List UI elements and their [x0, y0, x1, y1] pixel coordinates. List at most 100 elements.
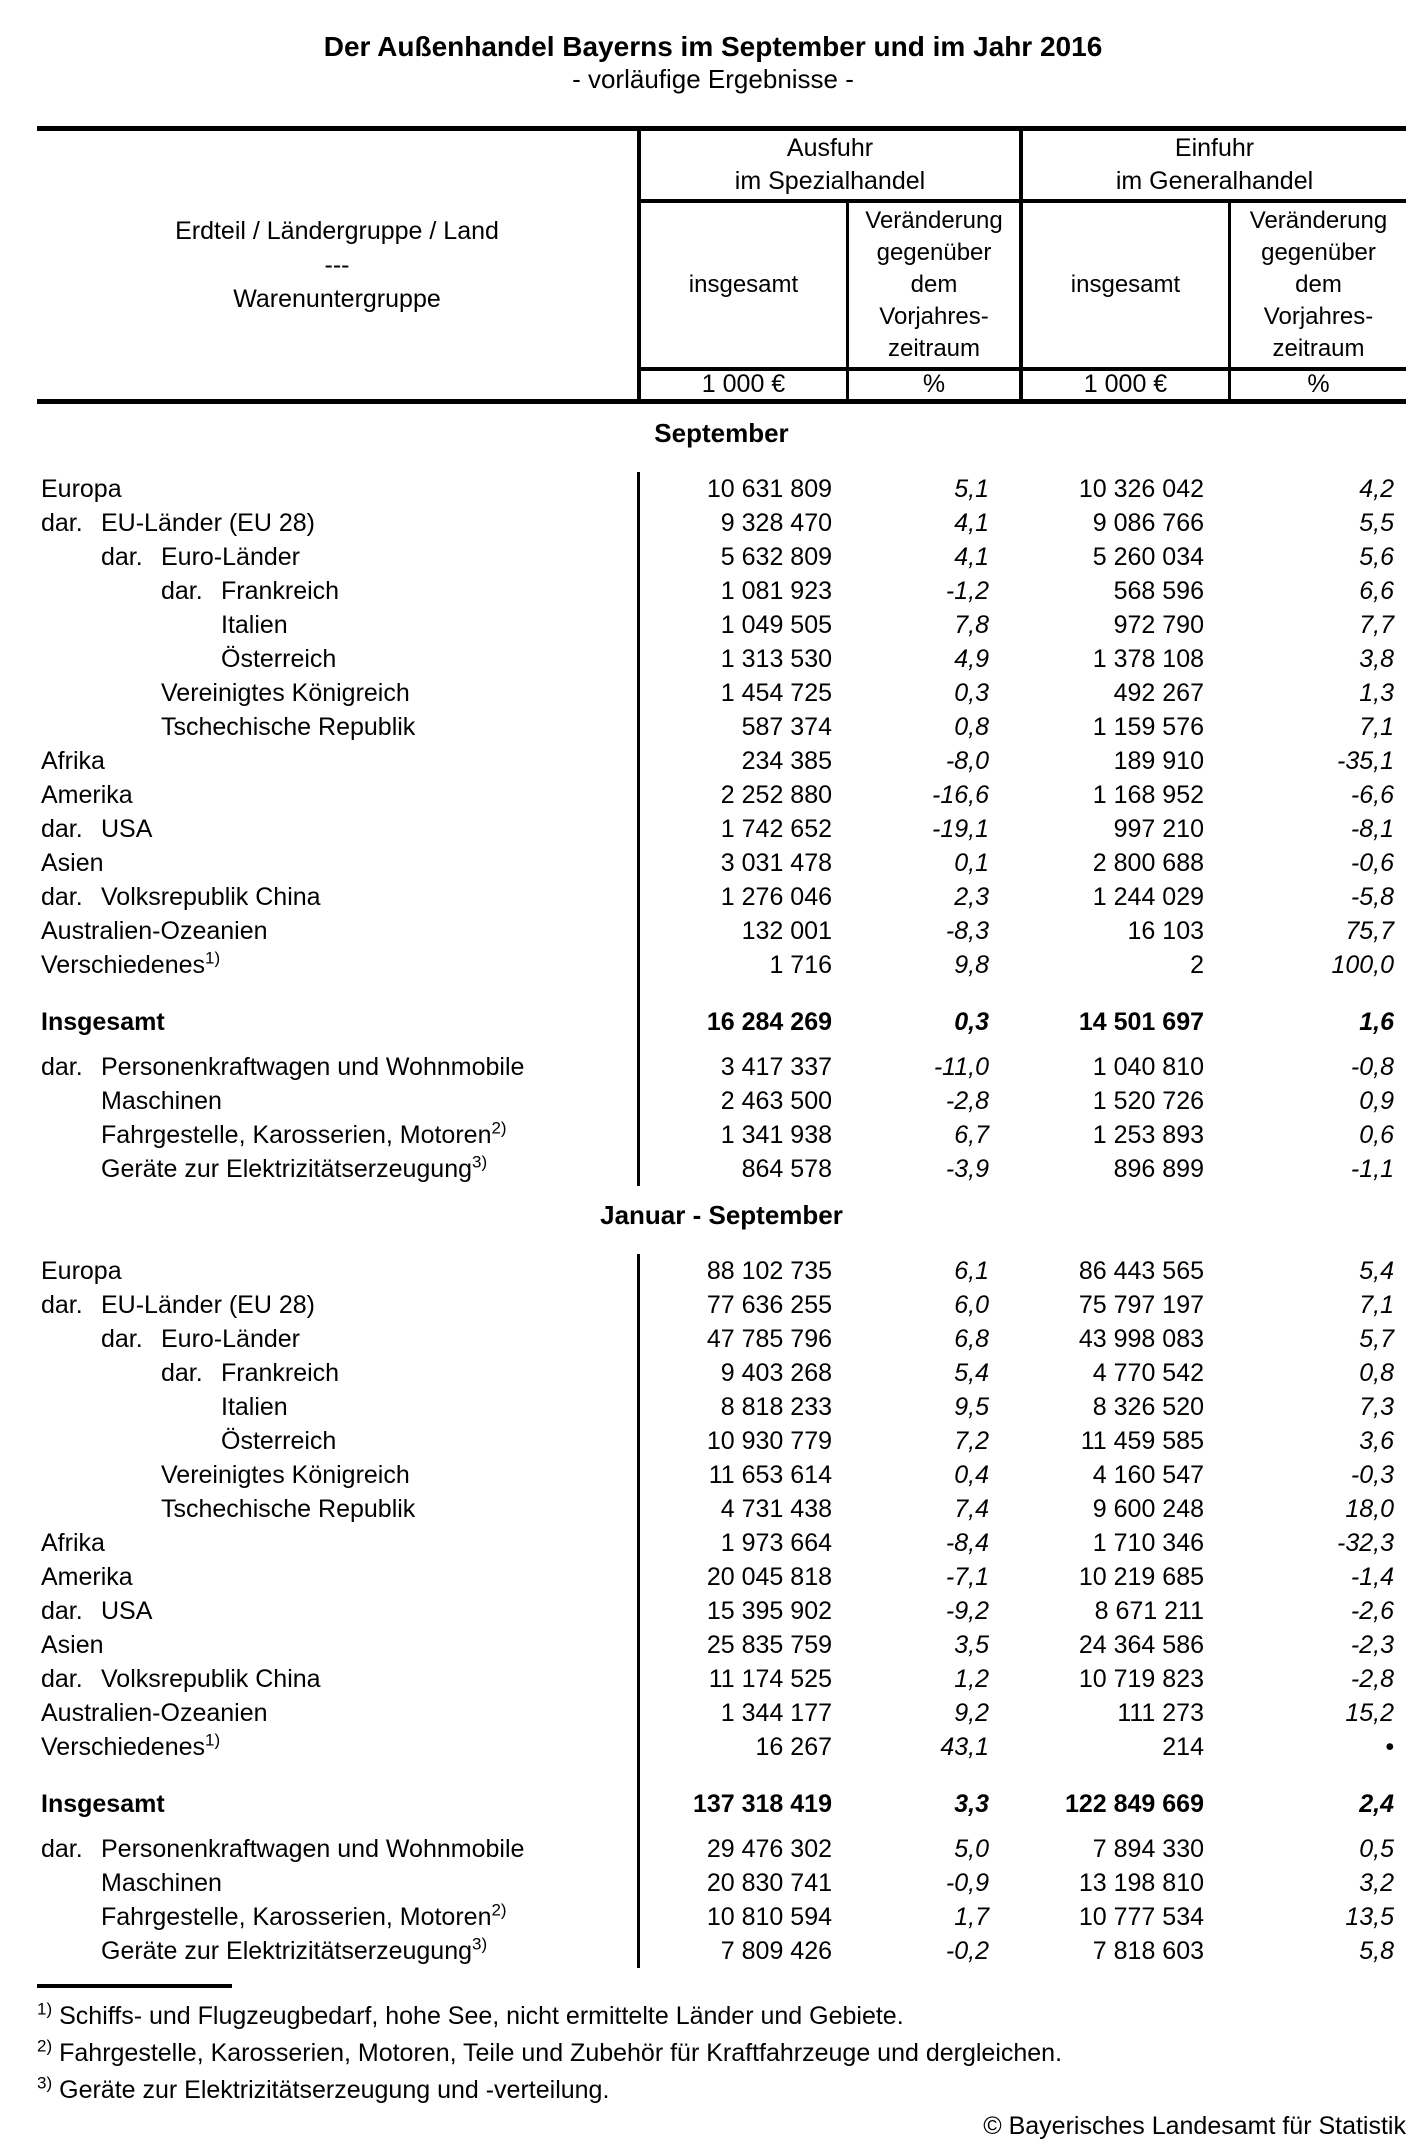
- value-cell: 896 899: [1113, 1155, 1204, 1183]
- table-row: Italien 1 049 505 7,8 972 790 7,7: [37, 608, 1406, 642]
- value-cell: 10 631 809: [706, 475, 832, 503]
- value-cell: 1 244 029: [1092, 883, 1204, 911]
- row-spacer: [37, 1821, 1406, 1832]
- change-line: dem: [910, 271, 958, 298]
- row-label-text: Amerika: [41, 781, 133, 809]
- table-row: dar. USA 1 742 652 -19,1 997 210 -8,1: [37, 812, 1406, 846]
- value-cell: 20 045 818: [706, 1563, 832, 1591]
- row-label: dar. Frankreich: [37, 1356, 637, 1390]
- row-label: Maschinen: [37, 1084, 637, 1118]
- table-row: Asien 25 835 759 3,5 24 364 586 -2,3: [37, 1628, 1406, 1662]
- page-title: Der Außenhandel Bayerns im September und…: [323, 31, 1103, 62]
- table-row: dar. Personenkraftwagen und Wohnmobile 3 4…: [37, 1050, 1406, 1084]
- percent-cell: -0,6: [1350, 849, 1394, 877]
- row-label-text: Volksrepublik China: [101, 883, 321, 911]
- row-label: dar. Personenkraftwagen und Wohnmobile: [37, 1832, 637, 1866]
- value-cell: 492 267: [1113, 679, 1204, 707]
- percent-cell: 9,2: [954, 1699, 989, 1727]
- percent-cell: 2,3: [954, 883, 989, 911]
- row-label: dar. USA: [37, 1594, 637, 1628]
- percent-cell: 0,8: [1359, 1359, 1394, 1387]
- row-spacer: [37, 1764, 1406, 1787]
- row-label-text: Italien: [221, 1393, 288, 1421]
- percent-cell: -8,4: [945, 1529, 989, 1557]
- darunter-prefix: dar.: [41, 1835, 83, 1863]
- row-label: Asien: [37, 846, 637, 880]
- row-label: dar. Euro-Länder: [37, 540, 637, 574]
- percent-cell: 13,5: [1345, 1903, 1394, 1931]
- row-label-text: Maschinen: [101, 1087, 222, 1115]
- row-label: Insgesamt: [37, 1005, 637, 1039]
- value-cell: 43 998 083: [1078, 1325, 1204, 1353]
- percent-cell: 4,1: [954, 543, 989, 571]
- value-cell: 2 252 880: [720, 781, 832, 809]
- percent-cell: -1,2: [945, 577, 989, 605]
- percent-cell: 0,8: [954, 713, 989, 741]
- value-cell: 1 378 108: [1092, 645, 1204, 673]
- table-row: dar. Frankreich 9 403 268 5,4 4 770 542 0,8: [37, 1356, 1406, 1390]
- row-label-text: Vereinigtes Königreich: [161, 1461, 410, 1489]
- row-label-text: Afrika: [41, 747, 105, 775]
- percent-cell: -2,8: [1350, 1665, 1394, 1693]
- insgesamt-label: insgesamt: [688, 271, 799, 298]
- row-label: Vereinigtes Königreich: [37, 1458, 637, 1492]
- table-header: Erdteil / Ländergruppe / Land --- Warenu…: [37, 126, 1406, 404]
- row-label: dar. Volksrepublik China: [37, 880, 637, 914]
- row-label: dar. Frankreich: [37, 574, 637, 608]
- value-cell: 20 830 741: [706, 1869, 832, 1897]
- section-heading: Januar - September: [600, 1200, 843, 1230]
- percent-cell: 5,5: [1359, 509, 1394, 537]
- percent-cell: 5,7: [1359, 1325, 1394, 1353]
- value-cell: 132 001: [741, 917, 832, 945]
- value-cell: 9 600 248: [1092, 1495, 1204, 1523]
- row-label: Insgesamt: [37, 1787, 637, 1821]
- group-einfuhr-line-1: Einfuhr: [1174, 134, 1255, 162]
- percent-cell: 3,8: [1359, 645, 1394, 673]
- row-label: Maschinen: [37, 1866, 637, 1900]
- table-row: Geräte zur Elektrizitätserzeugung3) 7 809…: [37, 1934, 1406, 1968]
- percent-cell: 0,9: [1359, 1087, 1394, 1115]
- row-label: Italien: [37, 608, 637, 642]
- darunter-prefix: dar.: [41, 883, 83, 911]
- percent-cell: 0,3: [954, 1008, 989, 1036]
- value-cell: 1 081 923: [720, 577, 832, 605]
- darunter-prefix: dar.: [41, 815, 83, 843]
- row-label: Asien: [37, 1628, 637, 1662]
- percent-cell: -1,4: [1350, 1563, 1394, 1591]
- row-label-text: Geräte zur Elektrizitätserzeugung: [101, 1937, 473, 1965]
- value-cell: 16 284 269: [706, 1008, 832, 1036]
- unit-euro-ausfuhr: 1 000 €: [701, 370, 786, 398]
- percent-cell: 3,2: [1359, 1869, 1394, 1897]
- row-label: Australien-Ozeanien: [37, 914, 637, 948]
- row-label: Österreich: [37, 1424, 637, 1458]
- change-line: Veränderung: [865, 207, 1003, 234]
- footnote-marker: 1): [37, 1999, 53, 2019]
- value-cell: 1 313 530: [720, 645, 832, 673]
- percent-cell: -8,1: [1350, 815, 1394, 843]
- percent-cell: 6,8: [954, 1325, 989, 1353]
- footnote-reference: 3): [472, 1934, 488, 1954]
- row-label-text: Asien: [41, 849, 104, 877]
- unit-percent-ausfuhr: %: [846, 371, 1019, 399]
- percent-cell: 9,5: [954, 1393, 989, 1421]
- row-label-text: Personenkraftwagen und Wohnmobile: [101, 1053, 525, 1081]
- value-cell: 1 716: [769, 951, 832, 979]
- section-januar-september: Januar - September Europa 88 102 735 6,1 86…: [37, 1200, 1406, 1968]
- row-label: Verschiedenes1): [37, 948, 637, 982]
- table-row: Österreich 1 313 530 4,9 1 378 108 3,8: [37, 642, 1406, 676]
- row-label-text: Italien: [221, 611, 288, 639]
- group-einfuhr-line-2: im Generalhandel: [1115, 167, 1314, 195]
- percent-cell: -19,1: [932, 815, 989, 843]
- row-label-text: EU-Länder (EU 28): [101, 1291, 315, 1319]
- table-row: Fahrgestelle, Karosserien, Motoren2) 1 34…: [37, 1118, 1406, 1152]
- value-cell: 1 973 664: [720, 1529, 832, 1557]
- footnote-rule: [37, 1984, 232, 1988]
- value-cell: 1 253 893: [1092, 1121, 1204, 1149]
- value-cell: 1 040 810: [1092, 1053, 1204, 1081]
- row-label-text: USA: [101, 1597, 153, 1625]
- trade-table: Erdteil / Ländergruppe / Land --- Warenu…: [37, 126, 1406, 1968]
- darunter-prefix: dar.: [41, 1597, 83, 1625]
- page-subtitle: - vorläufige Ergebnisse -: [572, 64, 854, 94]
- total-row: Insgesamt 16 284 269 0,3 14 501 697 1,6: [37, 1005, 1406, 1039]
- value-cell: 11 459 585: [1080, 1427, 1204, 1455]
